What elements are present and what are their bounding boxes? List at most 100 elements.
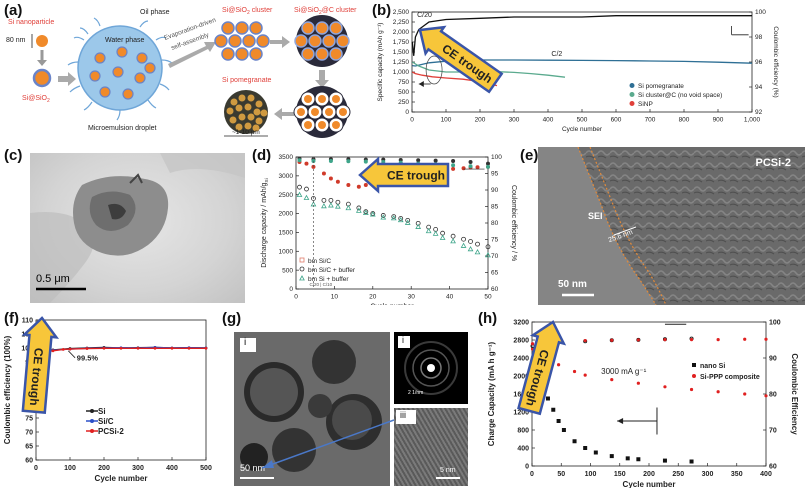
scale-bar-c: 0.5 μm <box>36 273 70 285</box>
legend-marker <box>692 363 696 367</box>
y-tick-label: 3200 <box>513 319 529 326</box>
data-point <box>405 171 410 176</box>
annotation-c2: C/2 <box>551 51 562 58</box>
x-tick-label: 300 <box>509 117 520 124</box>
panel-label-g: (g) <box>222 310 242 327</box>
data-point <box>551 407 556 412</box>
panel-label-h: (h) <box>478 310 498 327</box>
x-tick-label: 350 <box>731 471 743 478</box>
data-point <box>304 161 309 166</box>
pomegranate-ball <box>224 90 268 134</box>
legend-entry: PCSi-2 <box>98 427 124 436</box>
scale-bar-e: 50 nm <box>558 279 587 290</box>
y2-tick-label: 100 <box>491 154 502 161</box>
data-point <box>572 439 577 444</box>
y-tick-label: 90 <box>25 373 33 380</box>
x-tick-label: 10 <box>331 294 339 301</box>
y-tick-label: 1000 <box>279 248 294 255</box>
data-point <box>556 419 561 423</box>
data-point <box>663 385 667 389</box>
data-point <box>451 158 456 163</box>
legend-marker <box>299 275 305 281</box>
si-sio2-particle <box>32 68 52 88</box>
panel-a: (a) Si nanoparticle 80 nm Si@SiO2 Oil ph… <box>0 0 400 140</box>
legend-marker <box>299 266 305 272</box>
data-point <box>572 369 577 374</box>
data-point <box>468 239 473 244</box>
x-axis-label: Cycle number <box>562 126 603 133</box>
data-point <box>689 459 694 464</box>
y2-tick-label: 100 <box>755 9 766 16</box>
y-axis-label-sub: Si <box>264 178 270 182</box>
data-point <box>311 196 316 201</box>
data-point <box>486 161 490 166</box>
y-tick-label: 2000 <box>279 211 294 218</box>
data-point <box>541 354 545 358</box>
legend-entry: bm Si/C + buffer <box>308 267 356 274</box>
data-point <box>764 394 768 398</box>
plot-frame <box>531 321 767 467</box>
x-tick-label: 0 <box>34 465 38 472</box>
data-point <box>304 186 309 192</box>
data-point <box>136 346 140 350</box>
data-point <box>636 457 641 462</box>
panel-label-c: (c) <box>4 147 23 164</box>
data-point <box>335 179 340 184</box>
data-point <box>609 454 614 459</box>
data-point <box>41 350 45 354</box>
y2-tick-label: 60 <box>769 463 777 470</box>
data-point <box>716 390 720 394</box>
data-point <box>530 342 535 346</box>
legend-marker <box>629 92 635 97</box>
y-tick-label: 65 <box>25 443 33 450</box>
series-line <box>411 15 752 56</box>
y-tick-label: 0 <box>405 109 409 116</box>
y-tick-label: 95 <box>25 359 33 366</box>
data-point <box>85 347 89 350</box>
data-point <box>545 396 550 401</box>
data-point <box>433 162 438 167</box>
data-point <box>346 183 351 188</box>
data-point <box>439 234 446 240</box>
y2-tick-label: 80 <box>491 220 499 227</box>
annotation-995: 99.5% <box>77 354 99 363</box>
y2-tick-label: 98 <box>755 34 763 41</box>
x-tick-label: 700 <box>645 117 656 124</box>
y2-tick-label: 85 <box>491 204 499 211</box>
data-point <box>662 458 667 463</box>
data-point <box>362 209 369 216</box>
data-point <box>363 209 369 215</box>
data-point <box>468 164 473 169</box>
data-point <box>689 338 694 342</box>
data-point <box>689 387 694 392</box>
data-point <box>370 181 375 186</box>
series-line <box>412 59 753 67</box>
data-point <box>346 159 351 164</box>
y2-tick-label: 90 <box>491 187 499 194</box>
y-axis-label: Specific capacity (mAh g⁻¹) <box>377 23 384 102</box>
legend-marker <box>629 83 635 88</box>
y-tick-label: 3500 <box>279 154 294 161</box>
plot-area: 0 100 200 300 400 500 60 65 70 75 80 85 90 95 100 105 11… <box>3 317 212 483</box>
annotation-arrowhead <box>617 418 624 424</box>
y-tick-label: 80 <box>25 401 33 408</box>
data-point <box>561 428 566 432</box>
panel-c: (c) 0.5 μm <box>0 145 250 310</box>
data-point <box>187 346 191 350</box>
y-tick-label: 750 <box>398 79 409 86</box>
data-point <box>451 163 456 168</box>
y2-axis-label: Coulombic efficiency / % <box>510 185 517 261</box>
x-tick-label: 0 <box>530 471 534 478</box>
y-tick-label: 2,500 <box>393 9 410 16</box>
data-point <box>440 167 445 172</box>
data-point <box>460 242 467 248</box>
x-tick-label: 400 <box>760 471 772 478</box>
data-point <box>355 207 362 213</box>
data-point <box>404 219 411 225</box>
x-tick-label: 0 <box>410 117 414 124</box>
plot-area: 0 10 20 30 40 5005001000150020002500300035006… <box>261 154 517 305</box>
data-point <box>485 244 491 250</box>
legend: nano Si Si-PPP composite <box>692 363 760 381</box>
data-point <box>380 213 386 218</box>
panel-label-e: (e) <box>520 147 539 164</box>
